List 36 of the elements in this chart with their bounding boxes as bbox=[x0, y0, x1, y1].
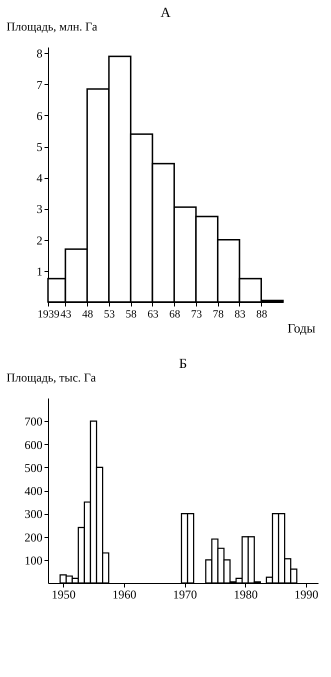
y-tick-label: 100 bbox=[24, 553, 42, 568]
y-tick-label: 600 bbox=[24, 438, 42, 452]
x-tick-label: 68 bbox=[169, 308, 181, 320]
y-tick-label: 3 bbox=[36, 202, 42, 216]
y-tick-label: 6 bbox=[36, 108, 42, 123]
x-tick-label: 78 bbox=[212, 308, 224, 320]
x-tick-label: 48 bbox=[82, 308, 94, 320]
y-tick-label: 8 bbox=[36, 46, 42, 61]
y-tick-label: 7 bbox=[36, 78, 42, 92]
y-tick-label: 5 bbox=[36, 140, 42, 154]
x-tick-label: 1960 bbox=[112, 588, 136, 602]
x-tick-label: 63 bbox=[147, 308, 159, 320]
x-tick-label: 83 bbox=[234, 308, 246, 320]
y-tick-label: 500 bbox=[24, 460, 42, 475]
x-tick-label: 1990 bbox=[294, 588, 318, 602]
y-tick-label: 700 bbox=[24, 414, 42, 429]
x-tick-label: 58 bbox=[126, 308, 138, 320]
y-tick-label: 400 bbox=[24, 484, 42, 498]
y-tick-label: 300 bbox=[24, 507, 42, 522]
x-tick-label: 88 bbox=[256, 308, 268, 320]
y-tick-label: 2 bbox=[36, 233, 42, 248]
x-tick-label: 53 bbox=[104, 308, 116, 320]
x-tick-label: 73 bbox=[190, 308, 202, 320]
x-tick-label: 1939 bbox=[38, 308, 60, 320]
y-axis-title: Площадь, млн. Га bbox=[6, 20, 98, 34]
x-axis-title: Годы bbox=[288, 320, 316, 336]
chart-title: Б bbox=[178, 357, 188, 372]
x-tick-label: 43 bbox=[60, 308, 72, 320]
chart-title: А bbox=[160, 6, 172, 21]
x-tick-label: 1980 bbox=[234, 588, 258, 602]
y-tick-label: 4 bbox=[36, 171, 42, 186]
y-tick-label: 200 bbox=[24, 530, 42, 544]
x-tick-label: 1950 bbox=[52, 588, 76, 602]
y-tick-label: 1 bbox=[36, 264, 42, 278]
y-axis-title: Площадь, тыс. Га bbox=[6, 370, 97, 384]
x-tick-label: 1970 bbox=[173, 588, 198, 602]
